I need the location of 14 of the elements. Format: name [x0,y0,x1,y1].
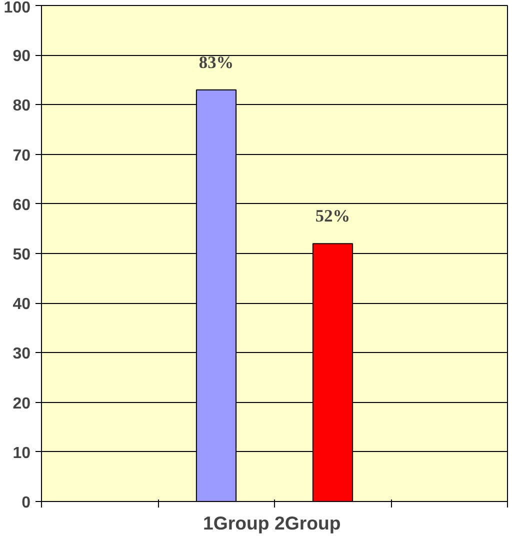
y-tick-label: 80 [12,98,31,115]
y-tick-label: 20 [12,395,31,412]
y-tick-label: 0 [22,494,31,512]
y-tick-label: 50 [12,246,31,264]
y-tick-label: 60 [12,196,31,214]
y-tick-label: 100 [4,0,31,16]
y-tick-label: 90 [12,48,31,66]
y-tick-label: 10 [12,444,31,462]
y-tick-label: 40 [12,296,31,314]
data-label: 83% [198,52,234,72]
y-tick-label: 70 [12,147,31,164]
x-axis-title: 1Group 2Group [202,512,341,534]
y-tick-label: 30 [12,346,31,363]
data-label: 52% [315,206,350,226]
